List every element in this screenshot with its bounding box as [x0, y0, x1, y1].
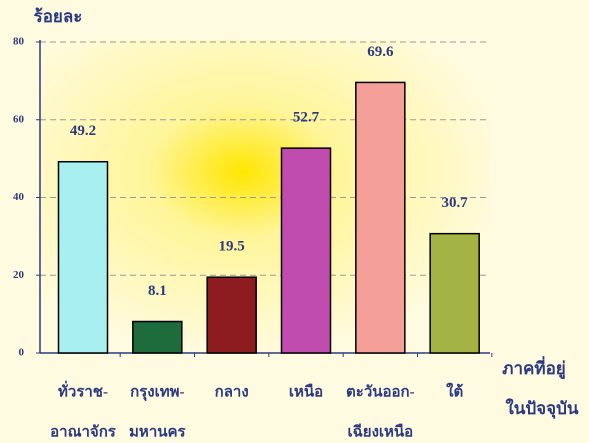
x-axis-label: ภาคที่อยู่ [502, 356, 566, 380]
data-label: 49.2 [70, 123, 96, 139]
data-label: 30.7 [442, 195, 469, 211]
data-label: 69.6 [367, 44, 394, 60]
x-tick-label: ตะวันออก- [346, 383, 415, 400]
bar [132, 320, 183, 354]
bar [57, 160, 109, 354]
x-axis-label: ในปัจจุบัน [505, 398, 578, 419]
x-tick-label: มหานคร [129, 424, 186, 440]
y-axis-label: ร้อยละ [34, 7, 83, 26]
y-tick-label: 60 [13, 113, 25, 125]
y-tick-label: 80 [13, 36, 25, 48]
data-label: 52.7 [293, 110, 320, 126]
y-tick-label: 40 [13, 191, 25, 203]
bar [429, 232, 480, 354]
plot-background [40, 40, 490, 353]
data-label: 19.5 [219, 239, 245, 255]
x-tick-label: ใต้ [446, 382, 463, 400]
x-tick-label: กลาง [215, 384, 249, 400]
y-tick-label: 0 [19, 347, 25, 359]
x-tick-label: กรุงเทพ- [130, 384, 184, 401]
x-tick-label: เฉียงเหนือ [347, 423, 413, 440]
x-tick-label: เหนือ [289, 383, 323, 400]
y-tick-label: 20 [13, 269, 25, 281]
data-label: 8.1 [148, 283, 167, 299]
bar [355, 81, 406, 354]
bar [280, 147, 332, 354]
bar [206, 276, 257, 354]
x-tick-label: ทั่วราช- [58, 380, 108, 400]
x-tick-label: อาณาจักร [50, 423, 117, 440]
